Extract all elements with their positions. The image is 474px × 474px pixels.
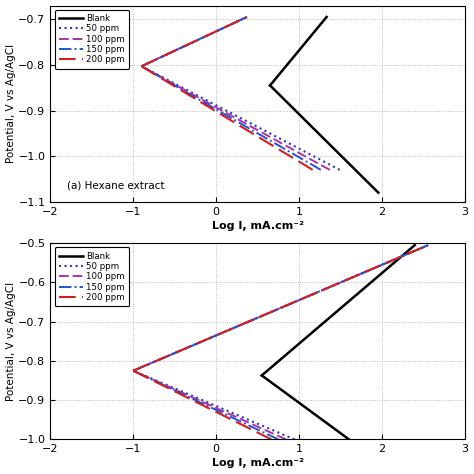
Blank [314, 27, 319, 32]
100 ppm [196, 37, 201, 43]
50 ppm [201, 34, 207, 40]
100 ppm [225, 23, 231, 29]
150 ppm [225, 23, 231, 29]
100 ppm [189, 40, 194, 46]
Line: 100 ppm: 100 ppm [142, 17, 247, 66]
50 ppm [242, 15, 247, 21]
150 ppm [189, 40, 194, 46]
Y-axis label: Potential, V vs Ag/AgCl: Potential, V vs Ag/AgCl [6, 44, 16, 163]
Blank [294, 50, 300, 56]
Blank [301, 42, 307, 47]
150 ppm [190, 40, 195, 46]
50 ppm [225, 23, 231, 29]
50 ppm [196, 37, 201, 43]
Blank [298, 46, 303, 51]
200 ppm [225, 23, 231, 29]
200 ppm [244, 14, 250, 20]
200 ppm [189, 40, 194, 46]
50 ppm [190, 40, 195, 46]
Line: 150 ppm: 150 ppm [142, 17, 247, 66]
50 ppm [139, 64, 145, 69]
100 ppm [244, 14, 250, 20]
50 ppm [189, 40, 194, 46]
100 ppm [139, 64, 145, 69]
50 ppm [244, 14, 250, 20]
100 ppm [242, 15, 247, 21]
X-axis label: Log I, mA.cm⁻²: Log I, mA.cm⁻² [211, 458, 304, 468]
150 ppm [201, 34, 207, 40]
Legend: Blank, 50 ppm, 100 ppm, 150 ppm, 200 ppm: Blank, 50 ppm, 100 ppm, 150 ppm, 200 ppm [55, 10, 129, 69]
Legend: Blank, 50 ppm, 100 ppm, 150 ppm, 200 ppm: Blank, 50 ppm, 100 ppm, 150 ppm, 200 ppm [55, 247, 129, 306]
150 ppm [244, 14, 250, 20]
Blank [294, 50, 300, 55]
Y-axis label: Potential, V vs Ag/AgCl: Potential, V vs Ag/AgCl [6, 282, 16, 401]
200 ppm [242, 15, 247, 21]
200 ppm [196, 37, 201, 43]
200 ppm [139, 64, 145, 69]
Blank [322, 16, 328, 21]
100 ppm [190, 40, 195, 46]
200 ppm [190, 40, 195, 46]
Blank [324, 14, 329, 20]
X-axis label: Log I, mA.cm⁻²: Log I, mA.cm⁻² [211, 221, 304, 231]
100 ppm [201, 34, 207, 40]
Line: Blank: Blank [270, 17, 327, 85]
Line: 200 ppm: 200 ppm [142, 17, 247, 66]
150 ppm [139, 64, 145, 69]
Blank [267, 82, 273, 88]
200 ppm [201, 34, 207, 40]
Line: 50 ppm: 50 ppm [142, 17, 247, 66]
150 ppm [196, 37, 201, 43]
150 ppm [242, 15, 247, 21]
Text: (a) Hexane extract: (a) Hexane extract [67, 180, 164, 190]
